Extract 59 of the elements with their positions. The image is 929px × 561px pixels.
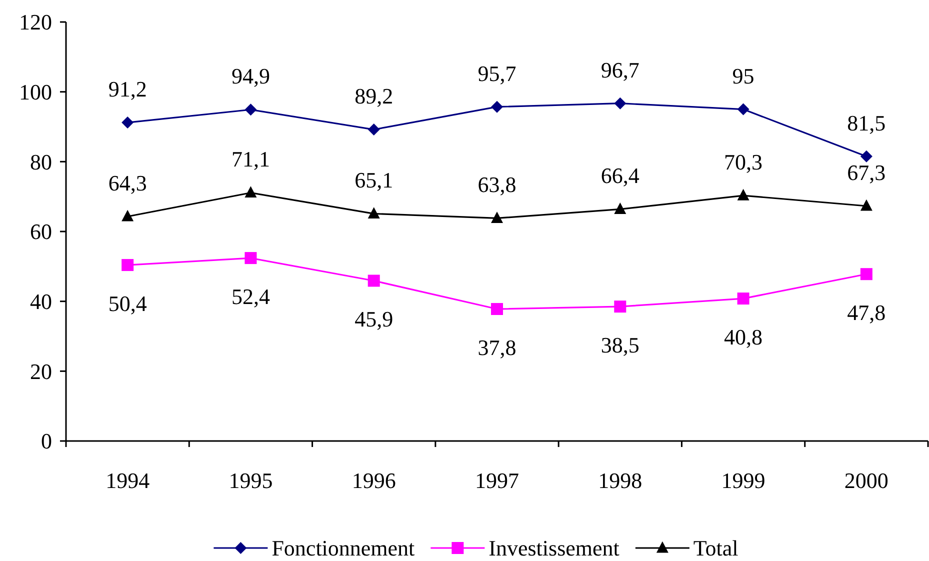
- data-label: 67,3: [847, 160, 886, 186]
- x-tick-label: 1995: [228, 468, 273, 493]
- point: [614, 97, 626, 110]
- y-tick-label: 100: [19, 80, 52, 105]
- data-label: 81,5: [847, 110, 886, 136]
- data-label: 70,3: [724, 150, 763, 175]
- y-tick-label: 0: [41, 428, 52, 454]
- point: [122, 259, 134, 272]
- data-label: 66,4: [600, 163, 640, 188]
- x-tick-label: 1996: [352, 468, 396, 493]
- point: [737, 103, 750, 116]
- data-label: 71,1: [231, 146, 270, 172]
- legend-label: Fonctionnement: [272, 536, 415, 561]
- x-tick-label: 1999: [721, 468, 766, 493]
- data-label: 52,4: [231, 284, 270, 310]
- point: [368, 274, 380, 287]
- point: [860, 199, 872, 211]
- point: [737, 292, 750, 305]
- y-tick-label: 80: [30, 149, 52, 174]
- legend-label: Total: [693, 536, 738, 561]
- point: [491, 100, 503, 113]
- data-label: 63,8: [478, 172, 516, 198]
- data-label: 37,8: [478, 335, 516, 360]
- x-tick-label: 1998: [598, 468, 642, 493]
- data-label: 94,9: [231, 64, 270, 89]
- point: [614, 202, 626, 214]
- data-label: 38,5: [600, 332, 640, 358]
- data-label: 50,4: [108, 291, 147, 316]
- data-label: 95,7: [478, 60, 516, 86]
- point: [491, 212, 503, 224]
- data-label: 89,2: [354, 84, 394, 109]
- data-label: 45,9: [354, 306, 394, 332]
- data-label: 91,2: [108, 76, 147, 102]
- point: [491, 303, 503, 316]
- legend-label: Investissement: [488, 536, 620, 561]
- point: [614, 300, 626, 313]
- data-label: 96,7: [600, 57, 640, 82]
- point: [244, 104, 257, 116]
- x-tick-label: 1994: [106, 468, 150, 493]
- data-label: 40,8: [724, 324, 763, 350]
- point: [860, 268, 872, 280]
- x-tick-label: 2000: [844, 468, 888, 493]
- point: [368, 207, 380, 218]
- point: [737, 188, 750, 200]
- x-tick-label: 1997: [475, 468, 519, 493]
- data-label: 65,1: [354, 168, 394, 193]
- point: [368, 124, 380, 136]
- y-tick-label: 120: [19, 10, 52, 35]
- data-label: 64,3: [108, 170, 147, 196]
- point: [122, 116, 134, 129]
- y-tick-label: 40: [30, 289, 52, 314]
- point: [244, 252, 257, 264]
- y-tick-label: 60: [30, 219, 52, 244]
- point: [860, 150, 872, 162]
- y-tick-label: 20: [30, 358, 52, 384]
- point: [122, 210, 134, 222]
- data-label: 95: [732, 63, 754, 88]
- point: [244, 186, 257, 198]
- data-label: 47,8: [847, 300, 886, 326]
